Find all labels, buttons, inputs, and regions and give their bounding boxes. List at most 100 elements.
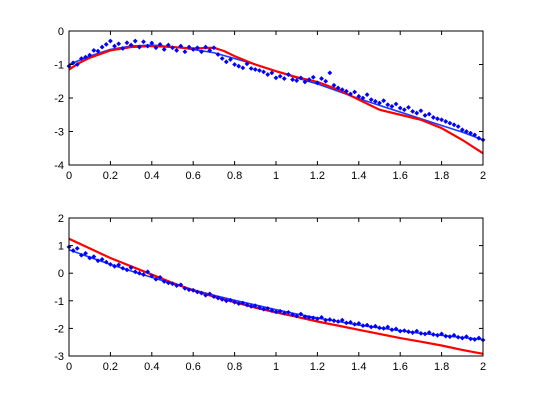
data-point [451,332,457,338]
data-point [207,291,213,297]
data-point [194,289,200,295]
x-tick-label: 1.6 [393,170,408,182]
x-tick-label: 0.2 [103,170,118,182]
data-point [265,72,271,77]
data-point [128,265,134,271]
axes-box [68,30,484,166]
data-point [261,69,266,75]
data-point [273,75,279,81]
data-point [323,78,329,84]
data-point [120,46,126,51]
data-point [136,270,142,276]
data-point [91,48,97,53]
data-point [236,301,242,306]
fit-line-blue [68,44,484,141]
data-point [153,45,159,51]
data-point [372,323,378,329]
data-point [435,332,440,338]
data-point [451,122,457,128]
data-point [261,306,266,312]
data-point [211,294,217,300]
data-point [186,287,192,293]
data-point [335,85,341,91]
data-point [298,75,304,81]
x-tick-label: 0.2 [103,361,118,373]
fit-line-blue [68,248,484,341]
data-point [211,45,217,51]
data-point [79,56,84,61]
data-point [157,42,163,47]
data-point [348,91,353,97]
data-point [79,252,84,258]
data-point [161,279,167,284]
data-point [277,73,283,79]
data-point [199,49,204,55]
data-point [219,56,225,61]
data-point [356,321,362,326]
x-tick-label: 0.6 [186,170,201,182]
x-tick-label: 1.8 [434,361,449,373]
x-tick-label: 1.4 [351,361,366,373]
data-point [199,290,204,296]
data-point [232,299,237,305]
data-point [298,311,304,317]
data-point [74,245,80,251]
data-point [381,98,387,104]
data-point [368,97,374,103]
x-tick-label: 0 [66,170,72,182]
x-tick-label: 1 [273,170,279,182]
data-point [319,314,324,320]
data-point [132,269,138,275]
y-tick-label: -2 [54,93,64,105]
data-point [435,116,440,122]
data-point [269,308,275,313]
data-point [410,109,416,114]
data-point [327,317,333,322]
data-point [252,67,258,72]
data-point [141,272,146,277]
data-point [377,325,382,331]
data-point [385,102,391,108]
data-point [186,44,192,50]
data-point [406,104,411,110]
data-point [401,328,407,334]
data-point [364,322,370,328]
bottom-subplot: 0 0.2 0.4 0.6 0.8 1 1.2 1.4 1.6 1.8 2 2 1 0 -1 -2 -3 [54,213,486,373]
data-point [430,332,436,337]
data-point [194,45,200,51]
data-point [149,273,155,279]
data-point [136,44,142,50]
data-point [161,47,167,52]
data-point [331,82,337,88]
data-point [352,89,358,95]
data-point [306,314,312,320]
data-point [331,318,337,324]
data-point [443,333,449,339]
data-point [248,303,254,309]
data-point [99,257,105,262]
data-point [124,40,130,46]
y-tick-label: -1 [54,296,64,308]
data-point [364,92,370,98]
data-point [178,282,184,288]
data-point [464,334,469,340]
data-point [157,274,163,280]
data-point [70,248,76,253]
data-point [273,309,279,315]
data-point [236,63,242,69]
data-point [257,305,262,311]
data-point [426,111,432,117]
data-point [124,267,130,273]
data-point [472,337,478,342]
x-tick-label: 0.8 [227,170,242,182]
data-point [315,80,320,86]
data-point [190,47,196,52]
data-point [232,62,237,67]
data-point [116,262,122,268]
data-point [372,98,378,104]
data-point [228,297,233,303]
x-tick-label: 2 [480,170,486,182]
data-point [83,250,88,256]
data-point [99,44,105,50]
